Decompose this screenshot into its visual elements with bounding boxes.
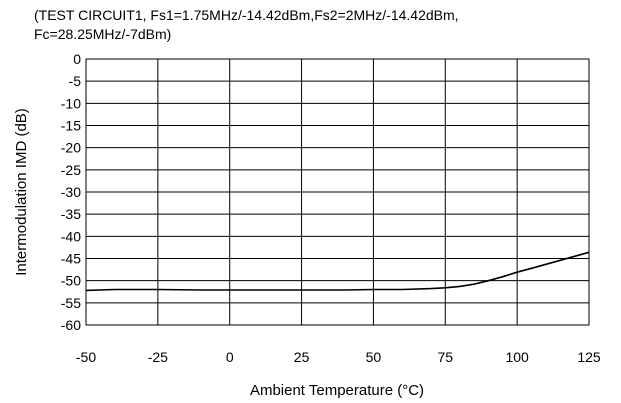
y-tick-label: 0: [73, 51, 81, 67]
y-tick-label: -25: [61, 162, 81, 178]
x-tick-label: 50: [366, 349, 382, 365]
y-axis-title: Intermodulation IMD (dB): [13, 108, 30, 276]
y-tick-label: -40: [61, 228, 81, 244]
y-tick-label: -5: [69, 73, 82, 89]
y-tick-label: -55: [61, 295, 81, 311]
y-tick-label: -15: [61, 118, 81, 134]
y-tick-label: -50: [61, 273, 81, 289]
y-tick-label: -35: [61, 206, 81, 222]
y-tick-labels: 0 -5 -10 -15 -20 -25 -30 -35 -40 -45 -50 -55 -60: [61, 51, 81, 333]
x-tick-label: -25: [148, 349, 168, 365]
y-tick-label: -10: [61, 95, 81, 111]
x-tick-label: -50: [76, 349, 96, 365]
chart-subtitle: (TEST CIRCUIT1, Fs1=1.75MHz/-14.42dBm,Fs…: [34, 7, 459, 42]
x-tick-label: 100: [505, 349, 529, 365]
y-tick-label: -20: [61, 140, 81, 156]
y-tick-label: -45: [61, 251, 81, 267]
x-tick-label: 0: [226, 349, 234, 365]
x-axis-title: Ambient Temperature (°C): [250, 382, 424, 399]
plot-frame: [85, 58, 590, 326]
plot-grid: [85, 58, 590, 326]
x-tick-label: 25: [294, 349, 310, 365]
y-tick-label: -60: [61, 317, 81, 333]
x-tick-label: 125: [577, 349, 601, 365]
y-tick-label: -30: [61, 184, 81, 200]
x-tick-labels: -50 -25 0 25 50 75 100 125: [76, 349, 601, 365]
imd-series-line: [85, 251, 590, 292]
x-tick-label: 75: [437, 349, 453, 365]
